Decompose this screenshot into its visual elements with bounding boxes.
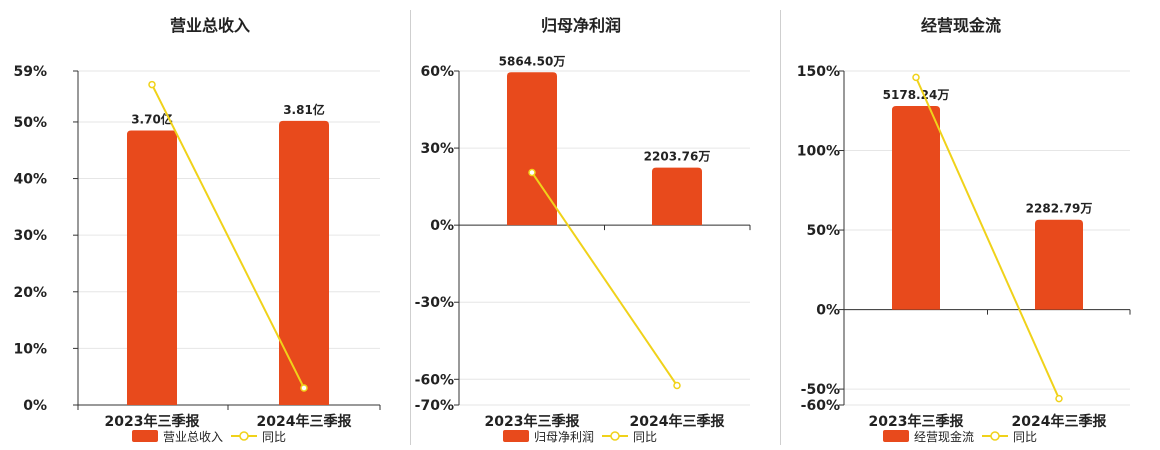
yoy-line: [915, 76, 1060, 400]
y-tick-label: 59%: [13, 64, 47, 80]
y-tick-label: 100%: [797, 144, 840, 160]
legend-bar-label: 营业总收入: [163, 430, 223, 444]
bar-value-label: 5864.50万: [499, 54, 566, 68]
y-tick-label: 150%: [797, 64, 840, 80]
legend-bar-label: 经营现金流: [914, 429, 974, 444]
legend-line-marker: [239, 431, 249, 441]
yoy-point: [528, 168, 536, 177]
bar-value-label: 5178.24万: [883, 88, 950, 102]
bar: [892, 105, 940, 310]
legend-line-label: 同比: [633, 430, 657, 444]
panel-divider: [780, 10, 781, 445]
y-tick-label: 30%: [420, 141, 454, 157]
bar: [127, 130, 177, 405]
bar: [279, 120, 329, 405]
y-tick-label: 10%: [13, 341, 47, 357]
y-tick-label: 40%: [13, 172, 47, 188]
legend-bar-swatch: [503, 430, 529, 442]
legend-bar-swatch: [883, 430, 909, 442]
y-tick-label: 50%: [13, 115, 47, 131]
net-profit-chart: 归母净利润 -70% -60% -30% 0% 30% 60% 5864.50万 2203.76…: [415, 16, 751, 444]
panel-divider: [410, 10, 411, 445]
bar-value-label: 2203.76万: [644, 150, 711, 164]
cash-flow-chart: 经营现金流 -60%-50% 0% 50% 100% 150% 5178.24万 2282.7…: [797, 16, 1131, 444]
bar-value-label: 3.70亿: [131, 111, 173, 126]
bar-value-label: 2282.79万: [1026, 202, 1093, 216]
y-tick-label: 20%: [13, 285, 47, 301]
legend-line-label: 同比: [262, 430, 286, 444]
x-tick-label: 2024年三季报: [1012, 413, 1107, 430]
chart-title: 营业总收入: [170, 16, 250, 35]
yoy-point: [912, 73, 920, 82]
yoy-point: [1055, 394, 1063, 403]
net-profit-chart-panel: 归母净利润 -70% -60% -30% 0% 30% 60% 5864.50万 2203.76…: [411, 0, 780, 450]
cash-flow-chart-panel: 经营现金流 -60% -50% 0% 50% 100% 150% 5178.24万 2282.7…: [781, 0, 1160, 450]
legend-line-label: 同比: [1013, 430, 1037, 444]
y-tick-label: -60%: [415, 372, 454, 388]
bar: [507, 72, 557, 226]
y-tick-label: 0%: [430, 218, 454, 234]
y-tick-label: 0%: [23, 398, 47, 414]
x-tick-label: 2023年三季报: [105, 413, 200, 430]
chart-title: 经营现金流: [921, 16, 1001, 35]
revenue-chart-panel: 营业总收入 0% 10% 20% 30% 40% 50% 59% 3.70亿 3.81亿 2023年…: [0, 0, 400, 450]
yoy-point: [148, 80, 156, 89]
y-tick-label: -60%: [801, 398, 840, 414]
x-tick-label: 2023年三季报: [485, 413, 580, 430]
bar: [652, 167, 702, 226]
legend-line-marker: [610, 431, 620, 441]
legend-bar-label: 归母净利润: [534, 430, 594, 444]
y-tick-label: 50%: [806, 223, 840, 239]
y-tick-label: 60%: [420, 64, 454, 80]
y-tick-label: -70%: [415, 398, 454, 414]
chart-title: 归母净利润: [541, 16, 621, 35]
yoy-point: [673, 381, 681, 390]
bar-value-label: 3.81亿: [283, 102, 325, 117]
x-tick-label: 2024年三季报: [257, 413, 352, 430]
yoy-line: [151, 84, 305, 389]
legend-bar-swatch: [132, 430, 158, 442]
y-tick-label: 30%: [13, 228, 47, 244]
x-tick-label: 2023年三季报: [869, 413, 964, 430]
y-tick-label: -50%: [801, 382, 840, 398]
bar: [1035, 219, 1083, 310]
y-tick-label: 0%: [816, 303, 840, 319]
yoy-point: [300, 384, 308, 392]
yoy-line: [531, 171, 678, 387]
legend-line-marker: [990, 431, 1000, 441]
x-tick-label: 2024年三季报: [630, 413, 725, 430]
y-tick-label: -30%: [415, 295, 454, 311]
revenue-chart: 营业总收入 0% 10% 20% 30% 40% 50% 59% 3.70亿 3.81亿 2023年…: [13, 16, 381, 444]
